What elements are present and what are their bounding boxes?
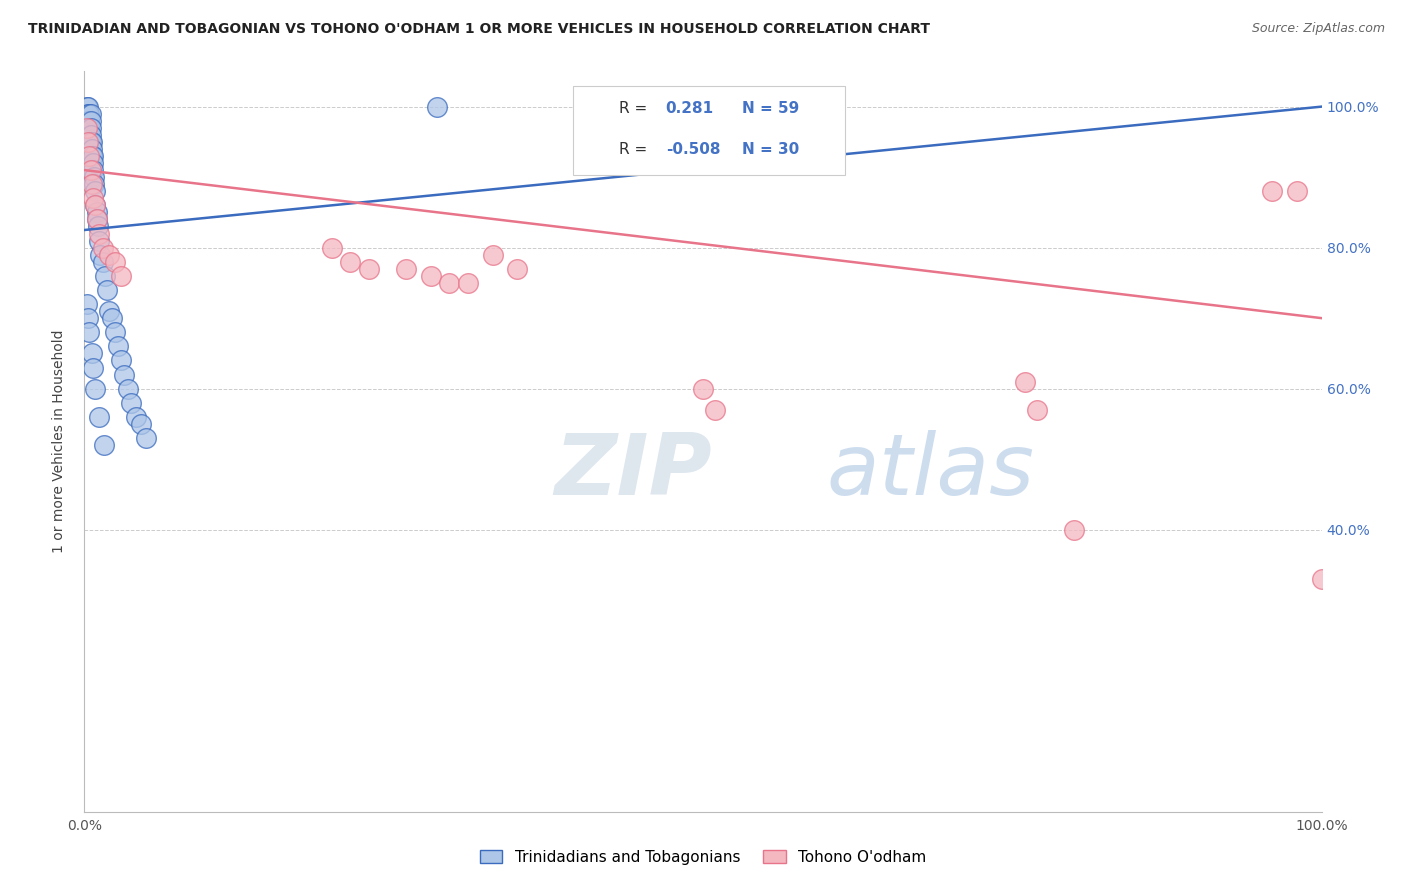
Point (80, 177, 103, 191)
Point (76, 297, 98, 311)
Point (91, 241, 114, 255)
Point (82, 149, 104, 163)
Point (104, 325, 127, 339)
Point (96, 283, 118, 297)
Text: Source: ZipAtlas.com: Source: ZipAtlas.com (1251, 22, 1385, 36)
Point (395, 261, 418, 276)
Point (80, 149, 103, 163)
Point (692, 382, 714, 396)
Point (79, 113, 101, 128)
Point (120, 396, 142, 410)
Point (419, 268, 441, 283)
Point (76, 120, 98, 135)
Point (76, 120, 98, 135)
Point (84, 382, 107, 396)
Text: TRINIDADIAN AND TOBAGONIAN VS TOHONO O'ODHAM 1 OR MORE VEHICLES IN HOUSEHOLD COR: TRINIDADIAN AND TOBAGONIAN VS TOHONO O'O… (28, 22, 931, 37)
Point (104, 254, 127, 268)
Point (77, 106, 100, 120)
Point (110, 353, 132, 368)
Point (82, 156, 104, 170)
Point (77, 128, 100, 142)
Point (87, 219, 110, 234)
Point (75, 120, 97, 135)
Point (79, 135, 101, 149)
Point (76, 106, 98, 120)
Point (93, 438, 115, 452)
Legend: Trinidadians and Tobagonians, Tohono O'odham: Trinidadians and Tobagonians, Tohono O'o… (474, 844, 932, 871)
Point (76, 100, 98, 114)
Point (91, 254, 114, 268)
Point (84, 198, 107, 212)
Point (1261, 184, 1284, 198)
Point (107, 339, 129, 353)
Point (77, 311, 100, 326)
Point (117, 382, 139, 396)
Point (84, 198, 107, 212)
Point (426, 100, 449, 114)
Point (75, 113, 97, 128)
Point (82, 360, 104, 375)
Y-axis label: 1 or more Vehicles in Household: 1 or more Vehicles in Household (52, 330, 66, 553)
Point (112, 368, 135, 382)
Point (129, 417, 152, 431)
Point (76, 113, 98, 128)
Point (321, 241, 343, 255)
Point (1285, 184, 1308, 198)
Point (77, 120, 100, 135)
Point (1310, 572, 1333, 586)
Point (79, 163, 101, 178)
Point (80, 135, 103, 149)
Point (79, 149, 101, 163)
Point (481, 248, 503, 262)
Point (89, 227, 111, 241)
Point (1026, 402, 1049, 417)
Point (79, 113, 101, 128)
Point (86, 205, 108, 219)
Point (704, 402, 727, 417)
Point (506, 261, 529, 276)
Point (79, 120, 101, 135)
Point (98, 248, 121, 262)
Point (89, 234, 111, 248)
Point (83, 170, 105, 185)
Point (125, 409, 148, 424)
Point (457, 276, 479, 290)
Point (357, 261, 380, 276)
Point (79, 135, 101, 149)
Point (79, 128, 101, 142)
Point (100, 311, 122, 326)
Point (439, 276, 461, 290)
Point (82, 163, 104, 178)
Point (79, 106, 101, 120)
Point (80, 346, 103, 360)
Point (86, 212, 108, 227)
Point (94, 268, 117, 283)
Point (98, 304, 121, 318)
Point (110, 268, 132, 283)
Point (339, 254, 361, 268)
Point (83, 177, 105, 191)
Point (1014, 375, 1036, 389)
Point (89, 248, 111, 262)
Point (1063, 523, 1085, 537)
Point (82, 191, 104, 205)
Point (89, 409, 111, 424)
Point (80, 142, 103, 156)
Text: ZIP: ZIP (554, 430, 713, 513)
Point (77, 113, 100, 128)
Point (79, 128, 101, 142)
Point (86, 212, 108, 227)
Point (77, 100, 100, 114)
Text: atlas: atlas (827, 430, 1035, 513)
Point (79, 120, 101, 135)
Point (84, 184, 107, 198)
Point (79, 106, 101, 120)
Point (135, 431, 157, 445)
Point (79, 325, 101, 339)
Point (77, 135, 100, 149)
